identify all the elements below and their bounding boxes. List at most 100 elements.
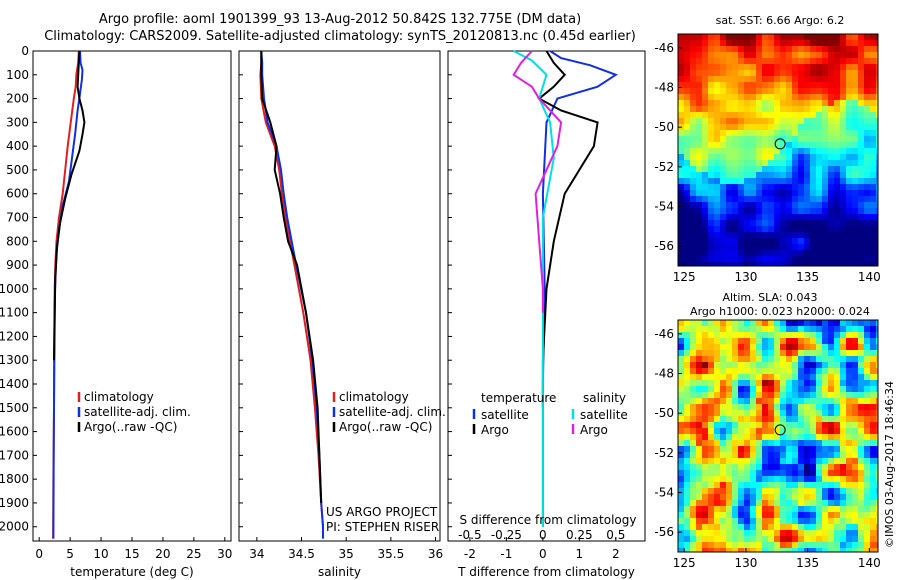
sla-map-title-1: Altim. SLA: 0.043	[722, 291, 818, 304]
pi-annotation: PI: STEPHEN RISER	[326, 520, 439, 534]
legend-label-salinity: satellite-adj. clim.	[339, 405, 446, 419]
legend-label-salinity: Argo(..raw -QC)	[339, 420, 432, 434]
series-temperature-argo-raw-qc-	[53, 50, 86, 361]
series-differences-salinity-satellite	[513, 50, 555, 527]
depth-tick-label: 200	[6, 92, 29, 106]
x-axis-label-top-differences: S difference from climatology	[460, 513, 637, 527]
x-tick-label-salinity: 35	[339, 547, 354, 561]
map-x-tick-label-sst_map: 135	[796, 270, 819, 284]
map-x-tick-label-sla_map: 140	[858, 556, 881, 570]
map-raster-sst_map	[678, 34, 878, 266]
map-y-tick-label-sst_map: -54	[654, 200, 674, 214]
depth-tick-label: 1800	[0, 472, 29, 486]
legend-label-temperature: climatology	[84, 390, 154, 404]
map-y-tick-label-sst_map: -52	[654, 160, 674, 174]
project-annotation: US ARGO PROJECT	[326, 505, 438, 519]
legend-label-differences: Argo	[580, 423, 608, 437]
map-y-tick-label-sst_map: -56	[654, 239, 674, 253]
x-axis-label-temperature: temperature (deg C)	[70, 565, 193, 579]
legend-label-temperature: Argo(..raw -QC)	[84, 420, 177, 434]
series-differences-temperature-argo	[537, 50, 599, 408]
plot-frame-temperature	[32, 50, 232, 542]
map-y-tick-label-sla_map: -56	[654, 525, 674, 539]
legend-label-temperature: satellite-adj. clim.	[84, 405, 191, 419]
map-raster-sla_map	[678, 320, 878, 552]
sla-map-title-2: Argo h1000: 0.023 h2000: 0.024	[690, 305, 870, 318]
depth-tick-label: 1000	[0, 282, 29, 296]
map-y-tick-label-sla_map: -50	[654, 406, 674, 420]
series-temperature-climatology	[52, 50, 80, 539]
x-axis-label-differences: T difference from climatology	[457, 565, 635, 579]
header-line-1: Argo profile: aoml 1901399_93 13-Aug-201…	[98, 12, 582, 27]
map-y-tick-label-sla_map: -48	[654, 367, 674, 381]
depth-tick-label: 1100	[0, 306, 29, 320]
depth-tick-label: 1400	[0, 377, 29, 391]
legend-label-differences: satellite	[481, 408, 529, 422]
map-x-tick-label-sst_map: 125	[673, 270, 696, 284]
legend-label-differences: satellite	[580, 408, 628, 422]
map-y-tick-label-sla_map: -52	[654, 446, 674, 460]
plot-frame-salinity	[238, 50, 441, 542]
depth-tick-label: 500	[6, 163, 29, 177]
map-x-tick-label-sst_map: 130	[734, 270, 757, 284]
x-tick-label-temperature: 25	[186, 547, 201, 561]
series-temperature-satellite-adj-clim-	[52, 50, 84, 539]
depth-tick-label: 1500	[0, 401, 29, 415]
argo-float-marker	[774, 424, 786, 436]
depth-tick-label: 800	[6, 234, 29, 248]
depth-tick-label: 100	[6, 68, 29, 82]
depth-tick-label: 2000	[0, 520, 29, 534]
map-frame-sla_map	[677, 319, 879, 553]
map-y-tick-label-sst_map: -50	[654, 120, 674, 134]
depth-tick-label: 1200	[0, 329, 29, 343]
argo-float-marker	[774, 138, 786, 150]
header-line-2: Climatology: CARS2009. Satellite-adjuste…	[44, 29, 636, 44]
map-x-tick-label-sla_map: 125	[673, 556, 696, 570]
depth-tick-label: 1600	[0, 425, 29, 439]
legend-label-salinity: climatology	[339, 390, 409, 404]
x-tick-label-differences: -1	[500, 547, 512, 561]
s-tick-label-differences: 0	[539, 528, 547, 542]
x-tick-label-temperature: 20	[155, 547, 170, 561]
s-tick-label-differences: -0.5	[458, 528, 481, 542]
x-tick-label-differences: -2	[464, 547, 476, 561]
depth-tick-label: 900	[6, 258, 29, 272]
depth-tick-label: 400	[6, 139, 29, 153]
map-y-tick-label-sla_map: -46	[654, 327, 674, 341]
x-tick-label-differences: 0	[539, 547, 547, 561]
map-frame-sst_map	[677, 33, 879, 267]
sst-map-title: sat. SST: 6.66 Argo: 6.2	[715, 14, 845, 27]
x-tick-label-temperature: 30	[217, 547, 232, 561]
x-tick-label-differences: 1	[576, 547, 584, 561]
legend-title-temperature: temperature	[481, 391, 556, 405]
depth-tick-label: 600	[6, 187, 29, 201]
depth-tick-label: 1300	[0, 353, 29, 367]
x-tick-label-salinity: 34.5	[288, 547, 315, 561]
series-differences-temperature-satellite	[541, 50, 619, 527]
map-y-tick-label-sla_map: -54	[654, 486, 674, 500]
depth-tick-label: 1900	[0, 496, 29, 510]
s-tick-label-differences: 0.5	[606, 528, 625, 542]
x-tick-label-temperature: 5	[66, 547, 74, 561]
series-salinity-argo-raw-qc-	[260, 51, 323, 503]
depth-tick-label: 300	[6, 115, 29, 129]
map-x-tick-label-sla_map: 135	[796, 556, 819, 570]
x-tick-label-temperature: 10	[93, 547, 108, 561]
x-tick-label-salinity: 36	[428, 547, 443, 561]
legend-title-salinity: salinity	[583, 391, 626, 405]
x-axis-label-salinity: salinity	[318, 565, 361, 579]
series-differences-salinity-argo	[512, 50, 563, 313]
x-tick-label-differences: 2	[612, 547, 620, 561]
x-tick-label-salinity: 35.5	[378, 547, 405, 561]
s-tick-label-differences: -0.25	[491, 528, 522, 542]
x-tick-label-salinity: 34	[249, 547, 264, 561]
map-y-tick-label-sst_map: -46	[654, 41, 674, 55]
x-tick-label-temperature: 15	[124, 547, 139, 561]
depth-tick-label: 1700	[0, 448, 29, 462]
map-y-tick-label-sst_map: -48	[654, 81, 674, 95]
s-tick-label-differences: 0.25	[566, 528, 593, 542]
depth-tick-label: 0	[21, 44, 29, 58]
map-x-tick-label-sla_map: 130	[734, 556, 757, 570]
legend-label-differences: Argo	[481, 423, 509, 437]
